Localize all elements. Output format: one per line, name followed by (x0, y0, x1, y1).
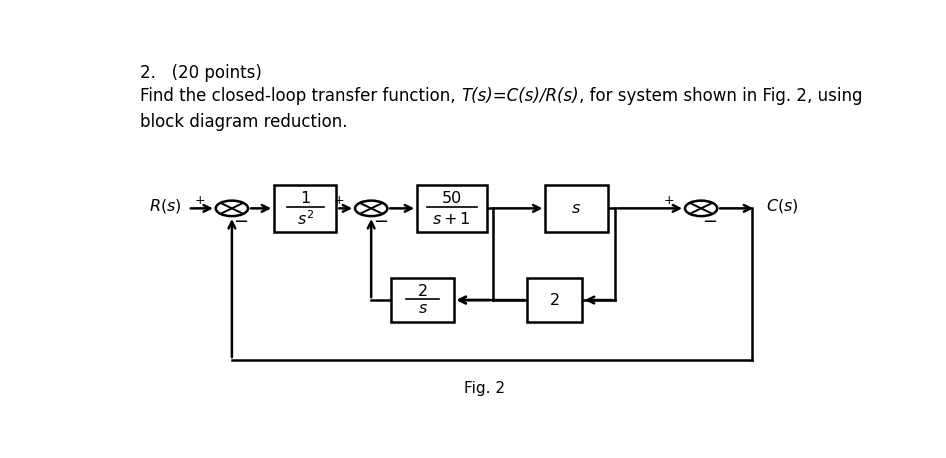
Text: $C(s)$: $C(s)$ (765, 196, 798, 214)
Circle shape (355, 201, 387, 216)
Circle shape (685, 201, 717, 216)
Text: −: − (233, 213, 248, 231)
Bar (527, 278, 582, 322)
Text: $s+1$: $s+1$ (432, 211, 471, 227)
Text: Fig. 2: Fig. 2 (464, 381, 505, 396)
Text: 2: 2 (417, 284, 428, 299)
Text: $s$: $s$ (417, 301, 428, 316)
Circle shape (216, 201, 248, 216)
Text: 1: 1 (300, 191, 310, 207)
Text: 2: 2 (550, 293, 559, 308)
Text: +: + (663, 194, 674, 207)
Text: T(s)=C(s)/R(s): T(s)=C(s)/R(s) (461, 87, 579, 105)
Text: $s^2$: $s^2$ (297, 210, 314, 228)
Bar (392, 278, 454, 322)
Text: −: − (702, 213, 717, 231)
Text: 2.   (20 points): 2. (20 points) (140, 64, 262, 82)
Text: block diagram reduction.: block diagram reduction. (140, 113, 348, 131)
Text: , for system shown in Fig. 2, using: , for system shown in Fig. 2, using (579, 87, 862, 105)
Bar (545, 185, 607, 232)
Bar (417, 185, 486, 232)
Text: Find the closed-loop transfer function,: Find the closed-loop transfer function, (140, 87, 461, 105)
Text: +: + (334, 194, 344, 207)
Text: $R(s)$: $R(s)$ (149, 196, 182, 214)
Text: $s$: $s$ (571, 201, 582, 216)
Text: 50: 50 (442, 191, 462, 207)
Text: −: − (373, 213, 388, 231)
Text: +: + (194, 194, 205, 207)
Bar (274, 185, 337, 232)
